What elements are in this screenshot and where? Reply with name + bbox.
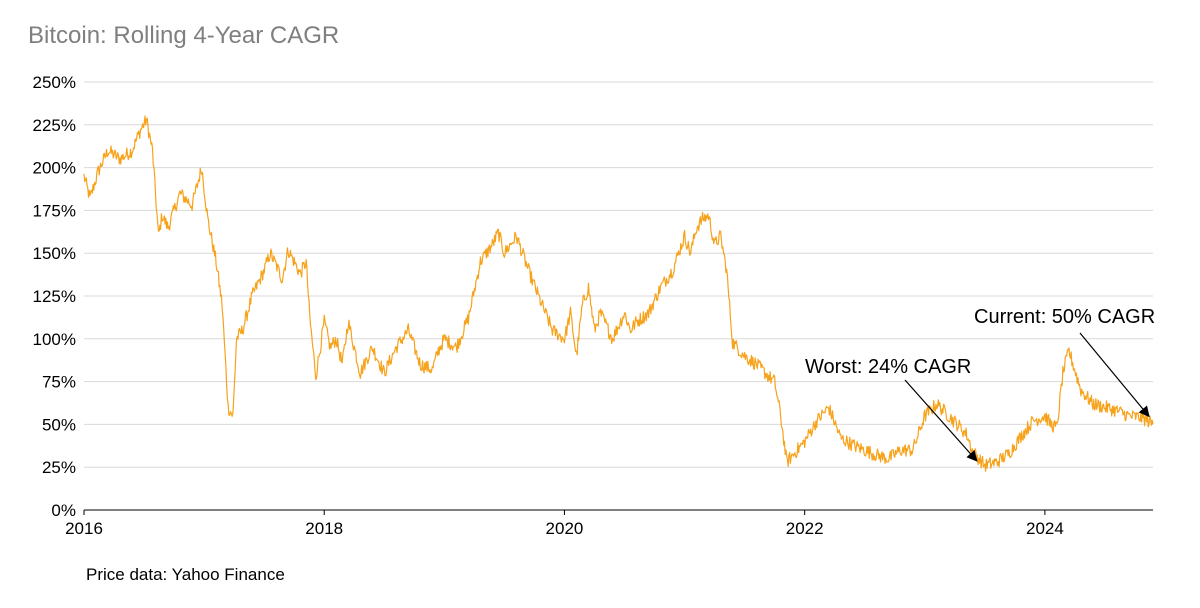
chart-title: Bitcoin: Rolling 4-Year CAGR xyxy=(28,22,340,49)
annotation-worst-arrow xyxy=(904,379,978,462)
annotation-current-arrow xyxy=(1079,332,1150,418)
y-tick-label: 250% xyxy=(33,73,76,92)
y-tick-label: 25% xyxy=(42,458,76,477)
annotations: Worst: 24% CAGR Current: 50% CAGR xyxy=(805,306,1155,462)
y-tick-label: 225% xyxy=(33,116,76,135)
gridlines xyxy=(84,81,1153,468)
x-tick-label: 2018 xyxy=(305,519,343,538)
y-tick-label: 175% xyxy=(33,201,76,220)
x-tick-label: 2020 xyxy=(546,519,584,538)
y-tick-label: 150% xyxy=(33,244,76,263)
y-tick-label: 200% xyxy=(33,159,76,178)
y-tick-label: 50% xyxy=(42,415,76,434)
x-tick-label: 2024 xyxy=(1026,519,1064,538)
x-tick-label: 2022 xyxy=(786,519,824,538)
series-line xyxy=(83,115,1154,472)
annotation-worst: Worst: 24% CAGR xyxy=(805,356,971,378)
y-tick-label: 75% xyxy=(42,373,76,392)
axes: 0% 25% 50% 75% 100% 125% 150% 175% 200% 225% 250% 2… xyxy=(33,73,1153,538)
line-chart: 0% 25% 50% 75% 100% 125% 150% 175% 200% 225% 250% 2… xyxy=(33,73,1156,538)
annotation-current: Current: 50% CAGR xyxy=(974,306,1155,328)
y-tick-label: 100% xyxy=(33,330,76,349)
x-tick-label: 2016 xyxy=(65,519,103,538)
y-tick-label: 125% xyxy=(33,287,76,306)
series xyxy=(83,115,1154,472)
y-tick-label: 0% xyxy=(51,501,76,520)
source-note: Price data: Yahoo Finance xyxy=(86,565,285,584)
